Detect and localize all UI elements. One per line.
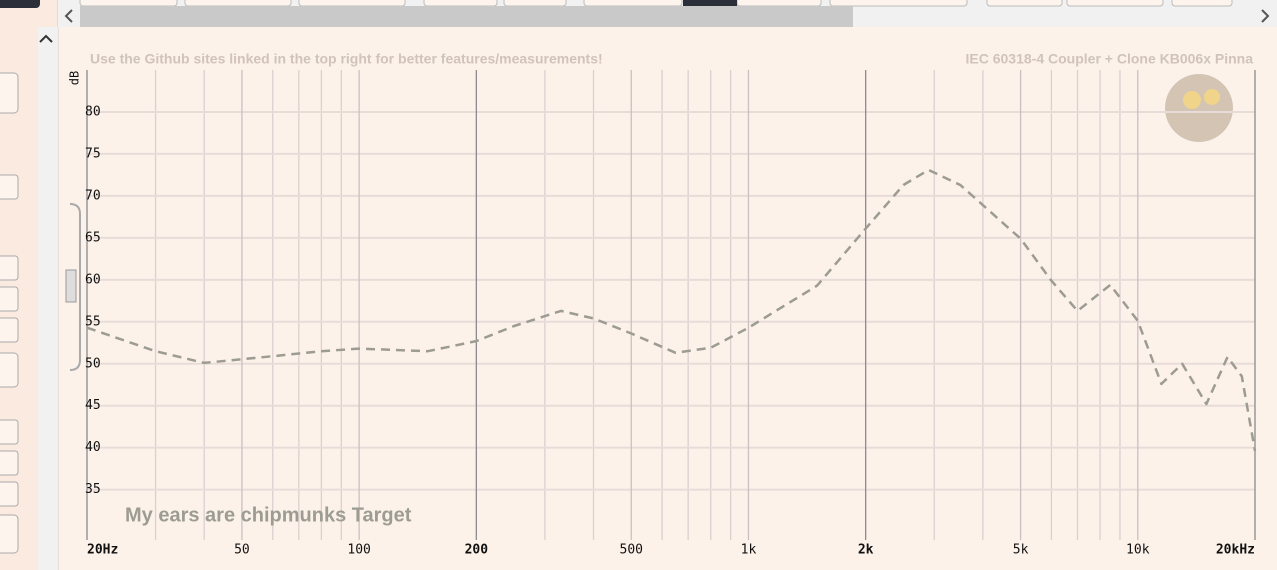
x-tick-label: 20Hz <box>87 543 118 558</box>
y-axis-label: dB <box>68 71 82 85</box>
notice: Use the Github sites linked in the top r… <box>90 51 603 67</box>
scroll-up[interactable] <box>39 34 53 43</box>
x-tick-label: 2k <box>858 543 874 558</box>
spinner[interactable] <box>0 317 19 343</box>
y-tick-label: 65 <box>85 230 101 245</box>
logo <box>1165 74 1233 142</box>
dropdown[interactable] <box>0 174 19 200</box>
h-scroll-thumb[interactable] <box>80 6 853 27</box>
y-tick-label: 80 <box>85 104 101 119</box>
tab[interactable] <box>503 0 567 7</box>
spinner[interactable] <box>0 450 19 476</box>
x-tick-label: 500 <box>620 543 643 558</box>
y-tick-label: 60 <box>85 272 101 287</box>
series-line <box>86 168 1257 452</box>
y-tick-label: 40 <box>85 440 101 455</box>
logo-flower <box>1204 89 1220 105</box>
y-tick-label: 45 <box>85 398 101 413</box>
x-tick-label: 50 <box>234 543 250 558</box>
tab[interactable] <box>583 0 683 7</box>
drag-grip[interactable] <box>65 269 77 303</box>
scroll-left[interactable] <box>64 9 73 23</box>
scroll-right[interactable] <box>1261 9 1270 23</box>
logo-flower <box>1183 91 1201 109</box>
y-tick-label: 50 <box>85 356 101 371</box>
y-tick-label: 55 <box>85 314 101 329</box>
control[interactable] <box>0 72 19 114</box>
tab[interactable] <box>1066 0 1164 7</box>
spinner[interactable] <box>0 481 19 507</box>
x-tick-label: 5k <box>1013 543 1029 558</box>
legend-entry: My ears are chipmunks Target <box>125 504 412 526</box>
y-tick-label: 75 <box>85 146 101 161</box>
control[interactable] <box>0 514 19 554</box>
spinner[interactable] <box>0 419 19 445</box>
sidebar-controls <box>0 72 19 554</box>
y-tick-label: 70 <box>85 188 101 203</box>
tab[interactable] <box>298 0 406 7</box>
rig-label: IEC 60318-4 Coupler + Clone KB006x Pinna <box>966 51 1254 67</box>
control[interactable] <box>0 352 19 388</box>
tab[interactable] <box>736 0 822 7</box>
tabs <box>79 0 1233 7</box>
top-button[interactable] <box>0 0 40 8</box>
tab[interactable] <box>829 0 968 7</box>
scrollbar[interactable] <box>38 27 58 570</box>
panel-handle[interactable] <box>69 203 81 371</box>
x-tick-label: 100 <box>347 543 370 558</box>
x-tick-label: 1k <box>741 543 757 558</box>
y-tick-label: 35 <box>85 482 101 497</box>
x-tick-label: 200 <box>465 543 489 558</box>
spinner[interactable] <box>0 286 19 312</box>
tab[interactable] <box>79 0 178 7</box>
active-tab[interactable] <box>683 0 737 6</box>
x-tick-label: 10k <box>1126 543 1150 558</box>
tab[interactable] <box>423 0 498 7</box>
spinner[interactable] <box>0 255 19 281</box>
x-tick-label: 20kHz <box>1216 543 1255 558</box>
tab[interactable] <box>1171 0 1233 7</box>
tab[interactable] <box>986 0 1063 7</box>
tab[interactable] <box>184 0 292 7</box>
